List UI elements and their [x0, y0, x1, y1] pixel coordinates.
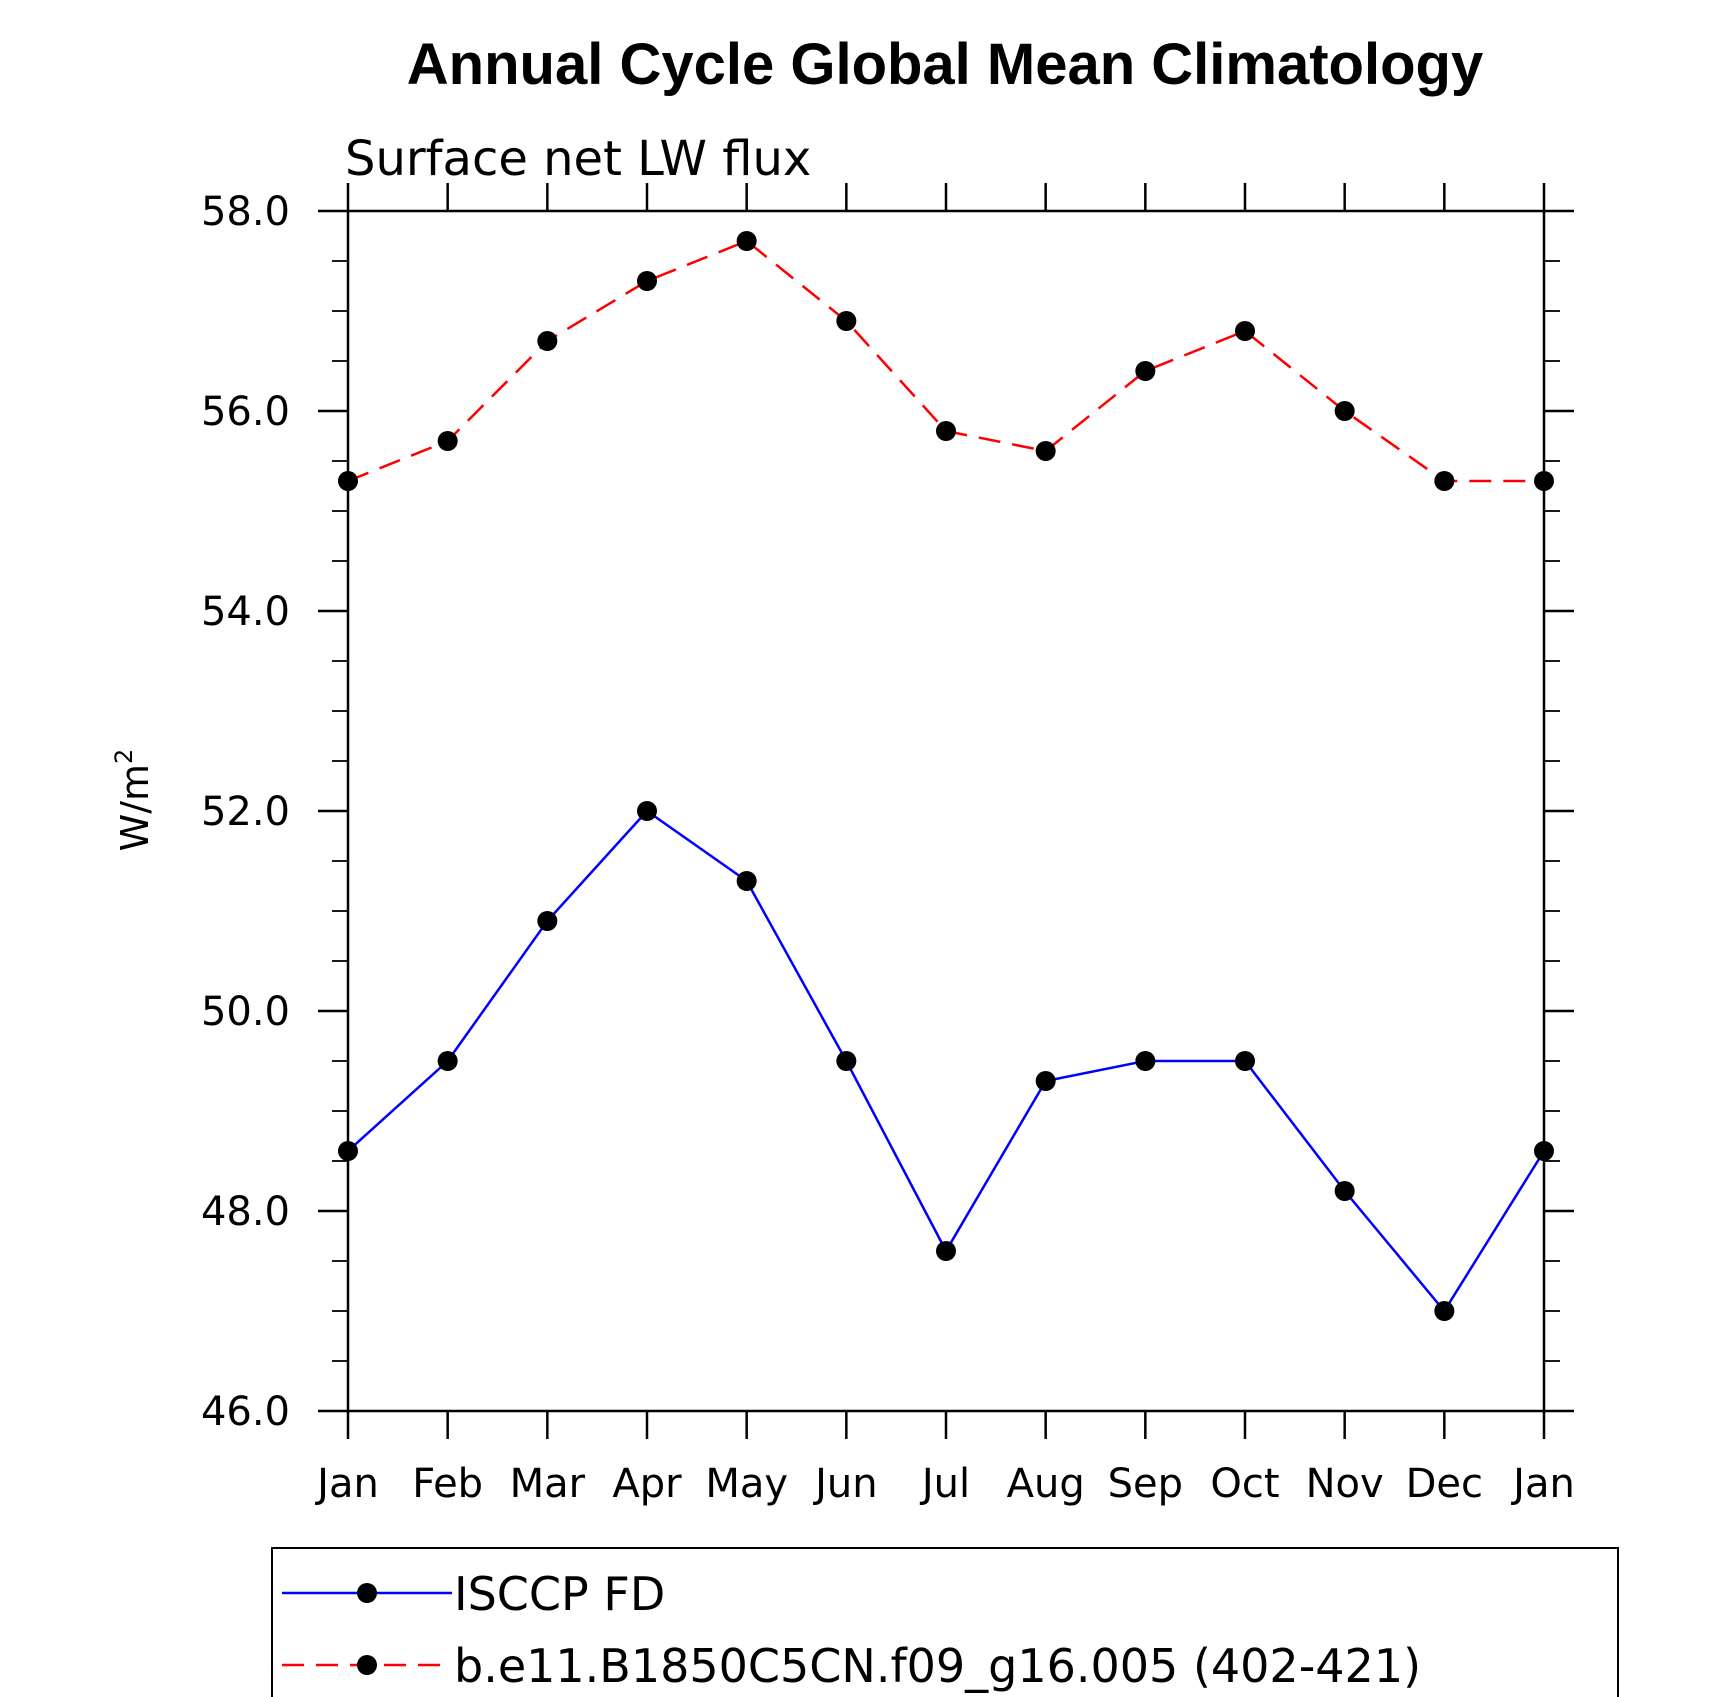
series-0-point	[1235, 1051, 1255, 1071]
x-tick-label: Oct	[1210, 1461, 1279, 1507]
series-1-point	[637, 271, 657, 291]
series-0-point	[836, 1051, 857, 1071]
series-0-point	[637, 801, 657, 821]
chart-title: Annual Cycle Global Mean Climatology	[407, 32, 1483, 97]
series-0-point	[537, 911, 558, 931]
series-0-point	[437, 1051, 458, 1071]
legend-entry-isccp: ISCCP FD	[282, 1567, 665, 1621]
series-0-point	[936, 1241, 956, 1261]
plot-frame	[346, 209, 1546, 1413]
y-tick-label: 52.0	[201, 789, 290, 835]
series-0-point	[1135, 1051, 1156, 1071]
x-tick-label: Aug	[1007, 1461, 1085, 1507]
y-tick-label: 46.0	[201, 1389, 290, 1435]
series-1-point	[437, 431, 458, 451]
legend-entry-model: b.e11.B1850C5CN.f09_g16.005 (402-421)	[282, 1639, 1421, 1693]
series-0-point	[1334, 1181, 1355, 1201]
y-tick-label: 58.0	[201, 189, 290, 235]
legend-marker-model	[357, 1655, 377, 1675]
x-tick-label: Jun	[812, 1461, 878, 1507]
y-tick-label: 54.0	[201, 589, 290, 635]
x-tick-label: Mar	[510, 1461, 586, 1507]
series-1-point	[736, 231, 757, 251]
y-axis-label: W/m2	[110, 749, 157, 852]
series-1-point	[1235, 321, 1255, 341]
series-0-point	[1035, 1071, 1056, 1091]
x-tick-label: Sep	[1108, 1461, 1183, 1507]
x-tick-label: Apr	[612, 1461, 682, 1507]
series-0-point	[338, 1141, 358, 1161]
series-0-point	[1434, 1301, 1455, 1321]
x-tick-label: Jul	[919, 1461, 970, 1507]
x-tick-label: Feb	[412, 1461, 483, 1507]
y-axis-label-text: W/m	[113, 764, 157, 851]
y-tick-label: 56.0	[201, 389, 290, 435]
legend-label-model: b.e11.B1850C5CN.f09_g16.005 (402-421)	[454, 1639, 1421, 1693]
x-tick-label: Jan	[1510, 1461, 1575, 1507]
series-1-point	[1534, 471, 1554, 491]
series-1-point	[1434, 471, 1455, 491]
series-1-point	[1135, 361, 1156, 381]
x-tick-label: Nov	[1306, 1461, 1384, 1507]
legend-label-isccp: ISCCP FD	[454, 1567, 665, 1621]
series-1-point	[338, 471, 358, 491]
series-0-point	[736, 871, 757, 891]
legend-marker-isccp	[357, 1583, 377, 1603]
x-tick-label: Dec	[1406, 1461, 1483, 1507]
x-tick-label: May	[705, 1461, 788, 1507]
axes: Jan Feb Mar Apr May Jun Jul Aug Sep Oct Nov Dec Jan 4…	[201, 183, 1575, 1507]
series-1-point	[1035, 441, 1056, 461]
series-line-0	[347, 809, 1546, 1314]
legend-box	[271, 1547, 1619, 1697]
chart-subtitle: Surface net LW flux	[345, 131, 811, 187]
y-axis-label-exponent: 2	[110, 749, 138, 764]
series-1-point	[537, 331, 558, 351]
series-1-point	[836, 311, 857, 331]
svg-text:W/m2: W/m2	[110, 749, 157, 852]
series-layer	[338, 231, 1554, 1321]
y-tick-label: 50.0	[201, 989, 290, 1035]
x-tick-label: Jan	[314, 1461, 379, 1507]
legend: ISCCP FD b.e11.B1850C5CN.f09_g16.005 (40…	[271, 1547, 1619, 1697]
series-1-point	[936, 421, 956, 441]
series-line-1	[347, 239, 1544, 483]
y-tick-label: 48.0	[201, 1189, 290, 1235]
series-0-point	[1534, 1141, 1554, 1161]
series-1-point	[1334, 401, 1355, 421]
